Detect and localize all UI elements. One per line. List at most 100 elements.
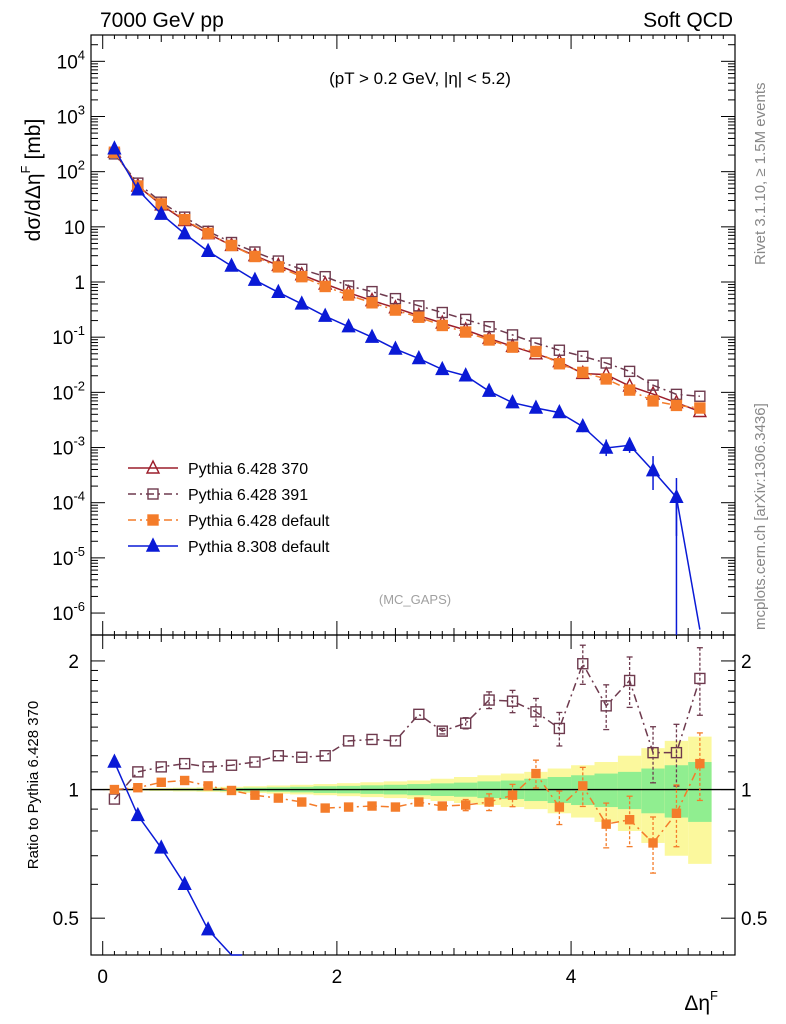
marker <box>250 790 260 800</box>
marker <box>389 735 402 747</box>
xlabel-main: Δη <box>684 992 710 1015</box>
ratio-tick-label-right: 2 <box>741 652 752 673</box>
x-tick-label: 2 <box>332 967 343 988</box>
marker <box>249 756 261 768</box>
marker <box>459 313 472 326</box>
svg-text:ΔηF: ΔηF <box>684 988 718 1015</box>
marker <box>553 358 566 370</box>
marker <box>554 802 565 812</box>
marker <box>671 808 682 818</box>
ratio-line <box>114 763 701 845</box>
cut-label: (pT > 0.2 GeV, |η| < 5.2) <box>329 69 511 88</box>
header-left: 7000 GeV pp <box>100 9 224 32</box>
marker <box>366 285 378 298</box>
marker <box>132 766 144 778</box>
marker <box>273 793 284 803</box>
marker <box>200 921 216 936</box>
marker <box>366 297 378 309</box>
side-label-top: Rivet 3.1.10, ≥ 1.5M events <box>752 83 769 266</box>
marker <box>342 735 355 747</box>
y-tick-label: 10-2 <box>52 378 85 404</box>
marker <box>623 365 636 378</box>
marker <box>484 797 494 807</box>
marker <box>695 758 705 769</box>
y-tick-label: 10-6 <box>52 599 85 625</box>
marker <box>272 750 285 762</box>
marker <box>506 329 519 341</box>
marker <box>249 250 261 263</box>
marker <box>130 806 145 822</box>
marker <box>601 819 611 829</box>
marker <box>247 271 263 286</box>
marker <box>505 394 520 409</box>
marker <box>320 803 330 813</box>
marker <box>507 790 518 800</box>
marker <box>147 488 159 500</box>
ratio-series-layer <box>107 644 706 956</box>
marker <box>528 399 544 414</box>
marker <box>318 307 333 322</box>
marker <box>226 785 237 796</box>
legend-item-1: Pythia 6.428 391 <box>128 487 308 504</box>
legend-label: Pythia 6.428 370 <box>188 461 308 478</box>
ratio-series-1 <box>109 732 705 874</box>
marker <box>459 326 472 338</box>
marker <box>647 379 659 391</box>
marker <box>342 289 355 301</box>
marker <box>459 717 472 729</box>
top-ylabel-unit: [mb] <box>22 119 45 160</box>
marker <box>225 759 238 771</box>
marker <box>413 708 425 721</box>
marker <box>506 695 519 707</box>
marker <box>553 722 566 735</box>
marker <box>156 777 166 787</box>
marker <box>296 751 308 763</box>
marker <box>389 304 402 316</box>
marker <box>506 341 519 353</box>
top-y-axis-title: dσ/dΔηF [mb] <box>18 119 45 242</box>
marker <box>577 350 589 363</box>
marker <box>225 239 238 252</box>
marker <box>202 761 214 773</box>
marker <box>578 781 588 791</box>
y-tick-label: 10-4 <box>52 489 85 515</box>
marker <box>552 404 567 419</box>
marker <box>414 797 424 807</box>
series-3 <box>107 140 701 635</box>
series-layer <box>107 140 708 635</box>
marker <box>367 801 377 811</box>
y-tick-label: 102 <box>57 158 85 184</box>
top-ylabel-main: dσ/dΔη <box>22 173 45 241</box>
marker <box>483 334 495 346</box>
marker <box>364 328 380 343</box>
marker <box>133 783 143 793</box>
marker <box>483 694 495 706</box>
marker <box>670 746 683 759</box>
series-1 <box>108 148 706 402</box>
marker <box>203 781 213 791</box>
marker <box>343 802 354 812</box>
series-line <box>113 148 701 630</box>
legend: Pythia 6.428 370 Pythia 6.428 391 Pythia 6… <box>128 459 330 556</box>
watermark: (MC_GAPS) <box>379 592 451 607</box>
band-inner <box>641 768 665 814</box>
marker <box>694 402 706 414</box>
marker <box>600 357 612 369</box>
legend-label: Pythia 8.308 default <box>188 539 330 556</box>
marker <box>623 674 636 687</box>
marker <box>481 382 497 397</box>
xlabel-sup: F <box>710 988 718 1003</box>
marker <box>436 306 448 319</box>
marker <box>366 733 378 746</box>
header-right: Soft QCD <box>643 9 733 32</box>
legend-item-3: Pythia 8.308 default <box>128 537 330 556</box>
marker <box>600 700 612 712</box>
ratio-series-0 <box>108 644 706 805</box>
ratio-uncertainty-band <box>91 736 735 864</box>
marker <box>694 390 706 402</box>
marker <box>145 459 161 474</box>
top-ylabel-sup: F <box>18 165 33 173</box>
marker <box>411 349 426 365</box>
marker <box>154 839 169 854</box>
marker <box>694 672 706 685</box>
